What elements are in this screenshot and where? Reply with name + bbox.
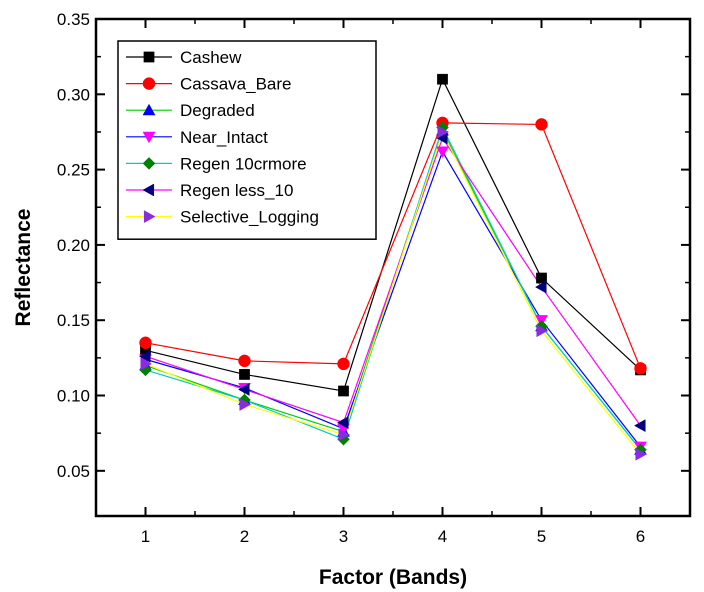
y-tick-label: 0.35 bbox=[57, 10, 90, 29]
data-point bbox=[239, 369, 250, 380]
legend-marker bbox=[142, 157, 156, 170]
data-point bbox=[338, 385, 349, 397]
y-tick-label: 0.05 bbox=[57, 462, 90, 481]
data-point bbox=[535, 118, 548, 131]
data-point bbox=[436, 146, 449, 159]
data-point bbox=[237, 383, 250, 396]
data-point bbox=[534, 280, 547, 294]
x-tick-label: 6 bbox=[636, 527, 645, 546]
data-point bbox=[140, 357, 153, 371]
x-tick-label: 4 bbox=[438, 527, 447, 546]
legend-label: Degraded bbox=[180, 101, 255, 120]
legend-label: Cassava_Bare bbox=[180, 75, 292, 94]
legend: Cashew Cassava_Bare Degraded Near_Intact Reg… bbox=[117, 40, 377, 240]
data-point bbox=[536, 272, 547, 284]
y-axis-title: Reflectance bbox=[12, 209, 35, 327]
data-point bbox=[139, 336, 152, 350]
legend-marker bbox=[142, 131, 156, 144]
legend-marker bbox=[143, 51, 155, 63]
legend-marker bbox=[142, 77, 156, 90]
x-tick-label: 1 bbox=[141, 527, 150, 546]
series-line bbox=[145, 150, 641, 448]
data-point bbox=[633, 419, 646, 433]
series-line bbox=[145, 136, 641, 426]
data-point bbox=[536, 324, 549, 338]
data-point bbox=[337, 357, 350, 371]
y-tick-label: 0.30 bbox=[57, 85, 90, 104]
x-axis-title: Factor (Bands) bbox=[319, 566, 467, 589]
x-axis: 1 2 3 4 5 6 bbox=[141, 19, 645, 546]
data-point bbox=[437, 125, 450, 139]
legend-label: Cashew bbox=[180, 48, 242, 67]
legend-label: Regen 10crmore bbox=[180, 154, 307, 173]
series-markers bbox=[138, 73, 648, 461]
data-point bbox=[338, 428, 351, 442]
data-point bbox=[239, 398, 252, 411]
y-tick-label: 0.20 bbox=[57, 236, 90, 255]
series-line bbox=[145, 77, 641, 392]
y-tick-label: 0.15 bbox=[57, 311, 90, 330]
legend-marker bbox=[142, 183, 155, 197]
x-tick-label: 2 bbox=[240, 527, 249, 546]
data-point bbox=[634, 362, 647, 375]
legend-box bbox=[117, 40, 377, 240]
data-point bbox=[138, 349, 151, 363]
legend-label: Selective_Logging bbox=[180, 208, 319, 227]
legend-label: Regen less_10 bbox=[180, 181, 293, 200]
data-point bbox=[635, 447, 648, 461]
data-point bbox=[238, 354, 251, 368]
data-point bbox=[336, 416, 349, 430]
y-tick-label: 0.25 bbox=[57, 161, 90, 180]
series-line bbox=[145, 130, 641, 455]
x-tick-label: 3 bbox=[339, 527, 348, 546]
x-tick-label: 5 bbox=[537, 527, 546, 546]
series-lines bbox=[145, 77, 642, 455]
y-tick-label: 0.10 bbox=[57, 387, 90, 406]
legend-marker bbox=[142, 103, 156, 116]
y-axis: 0.05 0.10 0.15 0.20 0.25 0.30 0.35 bbox=[57, 10, 690, 481]
data-point bbox=[437, 73, 448, 85]
series-line bbox=[145, 122, 642, 369]
legend-label: Near_Intact bbox=[180, 128, 268, 147]
legend-marker bbox=[143, 210, 156, 224]
